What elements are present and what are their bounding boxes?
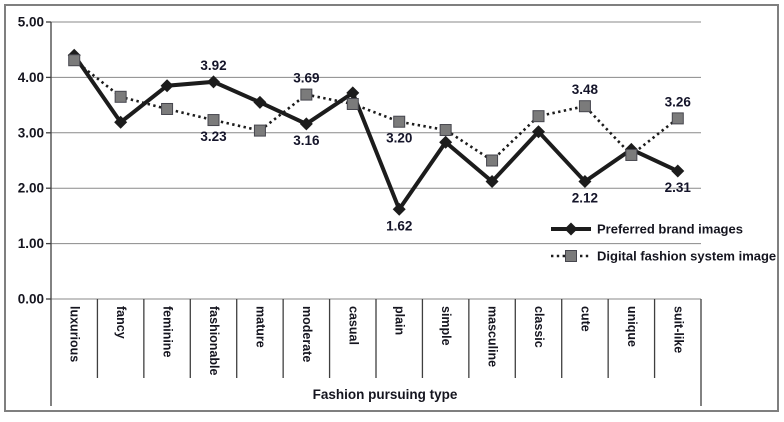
data-point-square-marker <box>346 97 359 110</box>
data-point-diamond-marker <box>346 86 360 100</box>
data-point-label: 1.62 <box>386 218 412 233</box>
data-series <box>67 48 685 216</box>
data-point-label: 3.26 <box>665 94 692 109</box>
figure-border <box>4 4 779 412</box>
series-line <box>72 54 679 214</box>
data-point-diamond-marker <box>532 125 545 139</box>
data-point-square-marker <box>532 110 545 123</box>
data-point-square-marker <box>393 115 406 128</box>
category-label: feminine <box>161 306 175 357</box>
series-line <box>73 59 679 163</box>
category-label: casual <box>346 306 360 345</box>
category-label: suit-like <box>671 306 685 353</box>
category-labels: luxurious fancy feminine fashionable mature m… <box>68 306 686 376</box>
legend-square-marker-icon <box>565 250 577 262</box>
data-point-square-marker <box>671 112 684 125</box>
y-axis-tick-label: 5.00 <box>18 15 44 30</box>
data-point-square-marker <box>207 114 220 127</box>
data-point-square-marker <box>114 90 127 103</box>
data-point-label: 3.23 <box>200 129 227 144</box>
data-point-diamond-marker <box>253 95 267 109</box>
data-point-label: 2.12 <box>572 191 598 206</box>
legend-diamond-marker-icon <box>564 222 578 236</box>
data-point-label: 3.92 <box>200 58 226 73</box>
data-point-diamond-marker <box>578 175 592 189</box>
y-axis-tick-label: 2.00 <box>18 181 44 196</box>
category-label: cute <box>578 306 592 332</box>
data-point-diamond-marker <box>160 79 174 93</box>
data-point-diamond-marker <box>485 175 499 189</box>
data-point-label: 2.31 <box>665 180 692 195</box>
category-label: plain <box>393 306 407 335</box>
data-point-diamond-marker <box>207 75 220 89</box>
legend: Preferred brand images Digital fashion s… <box>551 222 776 264</box>
data-point-label: 3.69 <box>293 71 319 86</box>
data-point-label: 3.16 <box>293 133 320 148</box>
data-point-diamond-marker <box>439 135 453 149</box>
series-digital-fashion-system-image <box>68 54 684 167</box>
y-axis-tick-labels: 0.00 1.00 2.00 3.00 4.00 5.00 <box>18 15 44 307</box>
data-point-square-marker <box>486 154 499 167</box>
x-axis-title: Fashion pursuing type <box>313 387 458 402</box>
legend-label-digital-fashion-system-image: Digital fashion system image <box>597 249 776 264</box>
category-label: classic <box>532 306 546 348</box>
y-axis-tick-label: 3.00 <box>18 125 44 140</box>
data-point-square-marker <box>439 124 452 137</box>
data-point-square-marker <box>68 54 81 67</box>
data-point-diamond-marker <box>671 164 685 178</box>
data-labels: 3.92 3.16 1.62 2.12 2.31 3.23 3.69 3.20 3.48 3.26 <box>200 58 691 233</box>
category-label: luxurious <box>68 306 82 362</box>
data-point-square-marker <box>253 124 266 137</box>
data-point-label: 3.20 <box>386 131 412 146</box>
axes <box>46 21 702 406</box>
category-label: fashionable <box>207 306 221 376</box>
data-point-square-marker <box>625 148 638 161</box>
category-label: simple <box>439 306 453 346</box>
category-label: fancy <box>114 306 128 339</box>
data-point-diamond-marker <box>114 115 128 129</box>
category-label: moderate <box>300 306 314 362</box>
legend-label-preferred-brand-images: Preferred brand images <box>597 222 743 237</box>
y-axis-tick-label: 4.00 <box>18 70 44 85</box>
category-label: masculine <box>486 306 500 367</box>
category-label: unique <box>625 306 639 347</box>
gridlines <box>51 21 701 300</box>
y-axis-tick-label: 1.00 <box>18 236 44 251</box>
data-point-diamond-marker <box>299 117 313 131</box>
data-point-label: 3.48 <box>572 82 599 97</box>
data-point-square-marker <box>578 100 591 113</box>
y-axis-tick-label: 0.00 <box>18 292 44 307</box>
data-point-diamond-marker <box>392 202 406 216</box>
data-point-square-marker <box>300 88 313 101</box>
data-point-square-marker <box>161 102 174 115</box>
category-label: mature <box>253 306 267 348</box>
